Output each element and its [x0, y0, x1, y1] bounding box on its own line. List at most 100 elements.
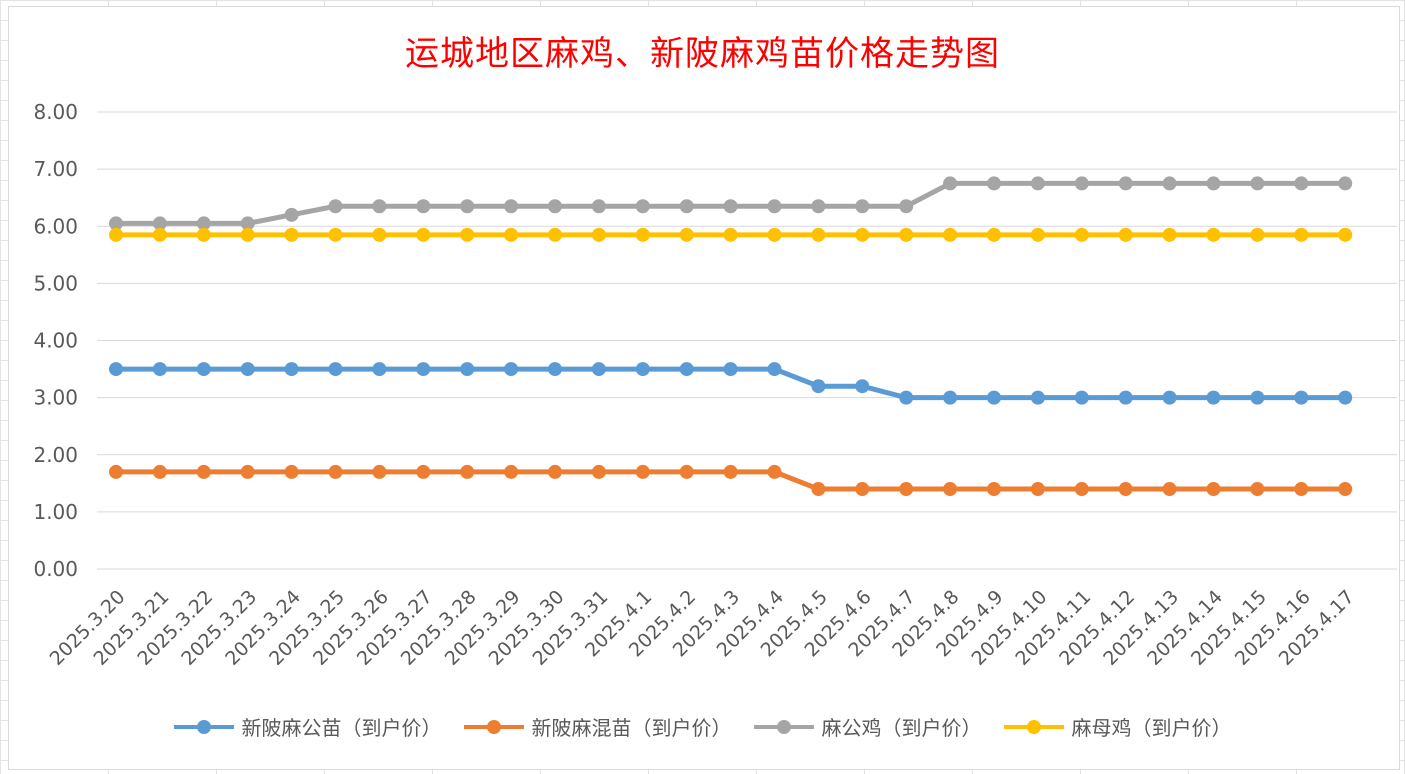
- data-point-series-1[interactable]: [1074, 482, 1089, 497]
- data-point-series-1[interactable]: [1206, 482, 1221, 497]
- data-point-series-2[interactable]: [811, 199, 826, 214]
- data-point-series-3[interactable]: [1294, 227, 1309, 242]
- data-point-series-2[interactable]: [196, 216, 211, 231]
- data-point-series-1[interactable]: [987, 482, 1001, 497]
- data-point-series-0[interactable]: [679, 362, 694, 377]
- data-point-series-2[interactable]: [899, 199, 914, 214]
- data-point-series-0[interactable]: [196, 362, 211, 377]
- data-point-series-2[interactable]: [1250, 176, 1265, 191]
- data-point-series-0[interactable]: [767, 362, 782, 377]
- data-point-series-3[interactable]: [767, 227, 782, 242]
- data-point-series-2[interactable]: [460, 199, 475, 214]
- data-point-series-0[interactable]: [328, 362, 343, 377]
- data-point-series-0[interactable]: [284, 362, 299, 377]
- data-point-series-2[interactable]: [1118, 176, 1133, 191]
- chart-area[interactable]: [8, 6, 1400, 770]
- data-point-series-2[interactable]: [109, 216, 123, 231]
- data-point-series-0[interactable]: [109, 362, 123, 377]
- data-point-series-1[interactable]: [811, 482, 826, 497]
- data-point-series-2[interactable]: [1074, 176, 1089, 191]
- data-point-series-2[interactable]: [284, 207, 299, 222]
- data-point-series-3[interactable]: [504, 227, 519, 242]
- data-point-series-1[interactable]: [460, 464, 475, 479]
- data-point-series-0[interactable]: [372, 362, 387, 377]
- data-point-series-1[interactable]: [723, 464, 738, 479]
- data-point-series-0[interactable]: [1074, 390, 1089, 405]
- data-point-series-3[interactable]: [1206, 227, 1221, 242]
- data-point-series-0[interactable]: [1030, 390, 1045, 405]
- data-point-series-3[interactable]: [196, 227, 211, 242]
- data-point-series-1[interactable]: [1162, 482, 1177, 497]
- data-point-series-2[interactable]: [635, 199, 650, 214]
- data-point-series-2[interactable]: [1162, 176, 1177, 191]
- data-point-series-3[interactable]: [460, 227, 475, 242]
- data-point-series-0[interactable]: [1294, 390, 1309, 405]
- data-point-series-2[interactable]: [1294, 176, 1309, 191]
- data-point-series-2[interactable]: [1030, 176, 1045, 191]
- data-point-series-0[interactable]: [943, 390, 958, 405]
- data-point-series-1[interactable]: [1294, 482, 1309, 497]
- data-point-series-1[interactable]: [284, 464, 299, 479]
- data-point-series-3[interactable]: [240, 227, 255, 242]
- data-point-series-2[interactable]: [723, 199, 738, 214]
- data-point-series-0[interactable]: [1338, 390, 1353, 405]
- data-point-series-3[interactable]: [1074, 227, 1089, 242]
- data-point-series-1[interactable]: [767, 464, 782, 479]
- data-point-series-1[interactable]: [1338, 482, 1353, 497]
- data-point-series-3[interactable]: [987, 227, 1001, 242]
- data-point-series-2[interactable]: [767, 199, 782, 214]
- data-point-series-1[interactable]: [372, 464, 387, 479]
- data-point-series-3[interactable]: [811, 227, 826, 242]
- data-point-series-3[interactable]: [723, 227, 738, 242]
- data-point-series-3[interactable]: [109, 227, 123, 242]
- data-point-series-0[interactable]: [460, 362, 475, 377]
- data-point-series-2[interactable]: [548, 199, 562, 214]
- data-point-series-3[interactable]: [372, 227, 387, 242]
- data-point-series-2[interactable]: [855, 199, 870, 214]
- data-point-series-1[interactable]: [416, 464, 431, 479]
- data-point-series-0[interactable]: [240, 362, 255, 377]
- data-point-series-0[interactable]: [723, 362, 738, 377]
- data-point-series-1[interactable]: [855, 482, 870, 497]
- data-point-series-0[interactable]: [987, 390, 1001, 405]
- data-point-series-2[interactable]: [1338, 176, 1353, 191]
- data-point-series-1[interactable]: [943, 482, 958, 497]
- data-point-series-3[interactable]: [1338, 227, 1353, 242]
- data-point-series-2[interactable]: [372, 199, 387, 214]
- legend-item-series-2[interactable]: 麻公鸡（到户价）: [753, 712, 982, 741]
- data-point-series-2[interactable]: [679, 199, 694, 214]
- data-point-series-2[interactable]: [504, 199, 519, 214]
- data-point-series-1[interactable]: [1250, 482, 1265, 497]
- data-point-series-0[interactable]: [152, 362, 167, 377]
- data-point-series-0[interactable]: [1206, 390, 1221, 405]
- data-point-series-1[interactable]: [328, 464, 343, 479]
- legend-item-series-0[interactable]: 新陂麻公苗（到户价）: [173, 712, 442, 741]
- data-point-series-0[interactable]: [1118, 390, 1133, 405]
- data-point-series-3[interactable]: [899, 227, 914, 242]
- data-point-series-0[interactable]: [591, 362, 606, 377]
- data-point-series-3[interactable]: [548, 227, 562, 242]
- data-point-series-2[interactable]: [240, 216, 255, 231]
- data-point-series-3[interactable]: [1030, 227, 1045, 242]
- data-point-series-3[interactable]: [284, 227, 299, 242]
- data-point-series-3[interactable]: [328, 227, 343, 242]
- data-point-series-1[interactable]: [899, 482, 914, 497]
- data-point-series-2[interactable]: [987, 176, 1001, 191]
- data-point-series-2[interactable]: [152, 216, 167, 231]
- data-point-series-3[interactable]: [855, 227, 870, 242]
- data-point-series-1[interactable]: [152, 464, 167, 479]
- data-point-series-0[interactable]: [855, 379, 870, 394]
- data-point-series-0[interactable]: [504, 362, 519, 377]
- data-point-series-3[interactable]: [679, 227, 694, 242]
- data-point-series-1[interactable]: [635, 464, 650, 479]
- data-point-series-2[interactable]: [416, 199, 431, 214]
- data-point-series-3[interactable]: [152, 227, 167, 242]
- data-point-series-3[interactable]: [635, 227, 650, 242]
- data-point-series-0[interactable]: [1250, 390, 1265, 405]
- data-point-series-3[interactable]: [1118, 227, 1133, 242]
- data-point-series-0[interactable]: [635, 362, 650, 377]
- data-point-series-1[interactable]: [548, 464, 562, 479]
- data-point-series-3[interactable]: [943, 227, 958, 242]
- data-point-series-2[interactable]: [591, 199, 606, 214]
- data-point-series-3[interactable]: [591, 227, 606, 242]
